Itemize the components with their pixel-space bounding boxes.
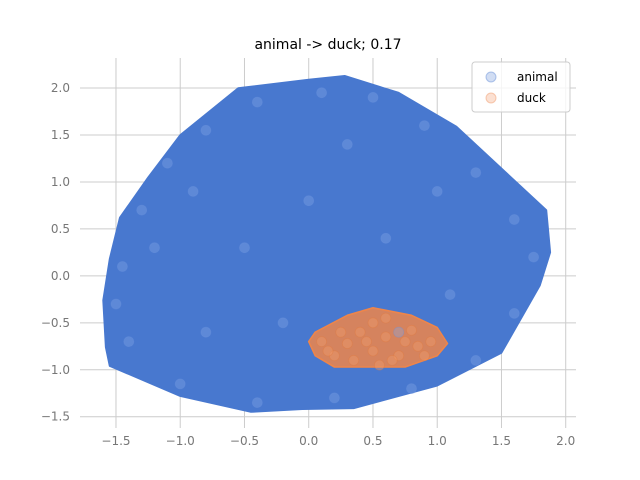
point-animal [380,232,392,244]
x-tick-label: 1.0 [428,434,447,448]
point-duck [406,324,417,336]
hull-duck [307,306,449,368]
point-animal [110,298,122,310]
legend-marker-animal [485,71,497,83]
y-tick-label: 1.5 [51,128,70,142]
x-tick-label: 0.5 [363,434,382,448]
legend: animal duck [471,61,571,113]
point-animal [418,120,430,131]
hulls [102,75,552,413]
y-tick-label: 1.0 [51,175,70,189]
point-animal [251,96,263,108]
legend-marker-duck [485,92,497,104]
point-animal [187,185,199,197]
x-tick-label: 0.0 [299,434,318,448]
point-animal [316,87,328,99]
point-animal [528,251,539,263]
legend-label-duck: duck [517,91,546,105]
point-animal [431,185,443,197]
hull-animal [102,75,552,413]
point-animal [328,392,340,404]
point-duck [367,317,379,329]
point-duck [399,336,411,348]
legend-label-animal: animal [517,70,558,84]
legend-box [471,61,571,113]
point-animal [149,242,160,254]
point-duck [418,350,430,362]
point-duck [425,336,437,348]
point-animal [251,397,263,409]
point-animal [393,326,405,338]
point-animal [508,307,520,319]
y-tick-label: −1.5 [41,410,70,424]
point-duck [367,345,379,357]
point-duck [354,326,366,338]
axes: −1.5 −1.0 −0.5 0.0 0.5 1.0 1.5 2.0 −1.5 −1.0 −0.5 0… [41,81,575,448]
y-tick-label: 0.5 [51,222,70,236]
point-duck [393,350,405,362]
point-animal [444,289,456,301]
chart-title: animal -> duck; 0.17 [254,37,401,53]
point-duck [348,354,360,366]
x-tick-label: −1.0 [166,434,195,448]
point-animal [136,204,148,216]
point-animal [470,354,482,366]
point-animal [117,261,128,272]
point-animal [200,326,212,338]
point-duck [373,359,385,371]
point-duck [316,336,328,348]
point-animal [406,383,417,395]
point-duck [380,331,392,343]
y-tick-label: 0.0 [51,269,70,283]
point-duck [322,345,334,357]
point-duck [361,336,372,348]
x-tick-label: 1.5 [492,434,511,448]
point-animal [123,336,135,348]
y-tick-label: −0.5 [41,316,70,330]
point-animal [174,378,186,390]
x-tick-label: −1.5 [101,434,130,448]
point-animal [367,92,379,103]
point-animal [239,242,250,254]
y-tick-label: −1.0 [41,363,70,377]
point-animal [161,157,173,169]
point-animal [277,317,289,329]
point-animal [303,195,315,207]
point-duck [386,354,398,366]
point-duck [380,312,392,324]
point-duck [412,340,424,352]
x-tick-label: 2.0 [556,434,575,448]
y-tick-label: 2.0 [51,81,70,95]
point-animal [508,214,520,225]
point-animal [470,167,482,179]
point-duck [328,350,340,362]
points [110,87,539,409]
point-duck [341,338,353,349]
x-tick-label: −0.5 [230,434,259,448]
point-animal [341,138,353,150]
point-duck [335,326,347,338]
point-animal [200,124,212,136]
